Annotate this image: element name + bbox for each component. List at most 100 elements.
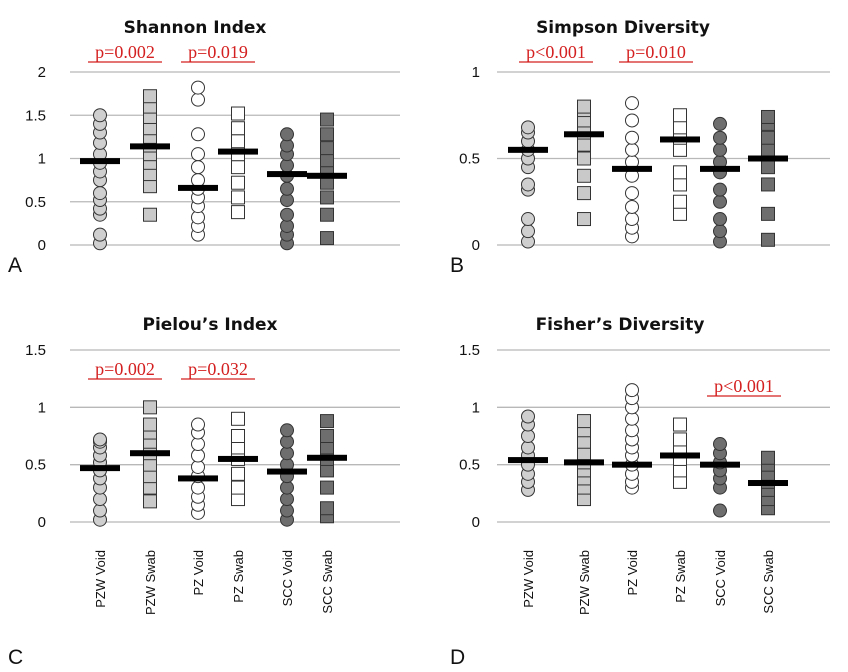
- data-point: [521, 224, 535, 239]
- x-category-label: SCC Void: [280, 550, 295, 606]
- x-category-label: PZ Void: [191, 550, 206, 596]
- data-point: [713, 130, 727, 145]
- data-point: [191, 80, 205, 95]
- x-category-label: PZ Void: [625, 550, 640, 596]
- x-category-label: PZ Swab: [673, 550, 688, 603]
- data-point: [320, 190, 334, 205]
- series-pzw-void: [93, 432, 107, 527]
- series-pz-swab: [231, 106, 245, 220]
- data-point: [625, 199, 639, 214]
- panel-b: Simpson Diversity 0 0.5 1 p<0.001 p=0.010 B: [450, 18, 830, 277]
- mean-bar: [80, 465, 120, 472]
- panel-d: Fisher’s Diversity 0 0.5 1 1.5 p<0.001 D PZW Vo…: [450, 315, 830, 669]
- y-tick-label: 0.5: [25, 194, 46, 211]
- data-point: [191, 147, 205, 162]
- data-point: [320, 231, 334, 246]
- series-scc-void: [713, 437, 727, 518]
- data-point: [231, 121, 245, 136]
- mean-bar: [508, 457, 548, 464]
- mean-bar: [218, 148, 258, 155]
- data-point: [320, 141, 334, 156]
- series-pzw-void: [93, 108, 107, 251]
- x-category-label: SCC Swab: [761, 550, 776, 614]
- mean-bar: [612, 165, 652, 172]
- mean-bar: [130, 143, 170, 150]
- data-point: [320, 501, 334, 516]
- mean-bar: [564, 459, 604, 466]
- chart-title: Pielou’s Index: [142, 315, 277, 335]
- series-pzw-swab: [577, 99, 591, 227]
- data-point: [761, 109, 775, 124]
- p-value-annotation: p<0.001: [526, 42, 586, 62]
- mean-bar: [612, 461, 652, 468]
- data-point: [577, 137, 591, 152]
- data-point: [231, 480, 245, 495]
- data-point: [280, 207, 294, 222]
- series-pz-void: [625, 383, 639, 495]
- series-pzw-void: [521, 409, 535, 497]
- data-point: [713, 437, 727, 452]
- series-scc-void: [280, 127, 294, 251]
- data-point: [577, 212, 591, 227]
- chart-title: Simpson Diversity: [536, 18, 710, 38]
- x-category-label: PZW Swab: [577, 550, 592, 615]
- data-point: [320, 207, 334, 222]
- y-tick-label: 0: [38, 237, 46, 254]
- data-point: [673, 417, 687, 432]
- data-point: [143, 400, 157, 415]
- data-point: [191, 127, 205, 142]
- y-tick-label: 0: [472, 514, 480, 531]
- panel-letter: C: [8, 646, 23, 669]
- data-point: [320, 414, 334, 429]
- data-point: [231, 205, 245, 220]
- p-value-annotation: p=0.002: [95, 359, 155, 379]
- data-point: [93, 108, 107, 123]
- data-point: [231, 466, 245, 481]
- y-tick-label: 0.5: [25, 457, 46, 474]
- x-category-label: PZW Void: [521, 550, 536, 608]
- data-point: [761, 160, 775, 175]
- y-tick-label: 1.5: [25, 342, 46, 359]
- data-point: [280, 127, 294, 142]
- y-tick-label: 1: [472, 64, 480, 81]
- data-point: [231, 429, 245, 443]
- data-point: [713, 182, 727, 197]
- mean-bar: [508, 146, 548, 153]
- x-category-label: PZ Swab: [231, 550, 246, 603]
- data-point: [625, 383, 639, 398]
- mean-bar: [307, 454, 347, 461]
- mean-bar: [748, 480, 788, 487]
- data-point: [761, 206, 775, 221]
- y-tick-label: 1: [38, 399, 46, 416]
- p-value-annotation: p=0.010: [626, 42, 686, 62]
- mean-bar: [267, 171, 307, 178]
- mean-bar: [80, 158, 120, 165]
- data-point: [673, 432, 687, 447]
- data-point: [761, 130, 775, 145]
- y-tick-label: 1: [38, 151, 46, 168]
- data-point: [521, 177, 535, 192]
- chart-title: Fisher’s Diversity: [536, 315, 705, 335]
- mean-bar: [178, 184, 218, 191]
- y-tick-label: 0.5: [459, 151, 480, 168]
- series-scc-void: [713, 116, 727, 249]
- data-point: [673, 194, 687, 209]
- data-point: [673, 108, 687, 123]
- p-value-annotation: p<0.001: [714, 376, 774, 396]
- mean-bar: [748, 155, 788, 162]
- series-pz-void: [191, 417, 205, 520]
- data-point: [143, 89, 157, 104]
- y-tick-label: 2: [38, 64, 46, 81]
- mean-bar: [218, 455, 258, 462]
- mean-bar: [178, 475, 218, 482]
- data-point: [673, 206, 687, 221]
- data-point: [93, 227, 107, 242]
- data-point: [521, 409, 535, 424]
- p-value-annotation: p=0.002: [95, 42, 155, 62]
- data-point: [713, 116, 727, 131]
- series-pzw-void: [521, 120, 535, 249]
- data-point: [761, 177, 775, 192]
- data-point: [231, 106, 245, 121]
- mean-bar: [660, 452, 700, 459]
